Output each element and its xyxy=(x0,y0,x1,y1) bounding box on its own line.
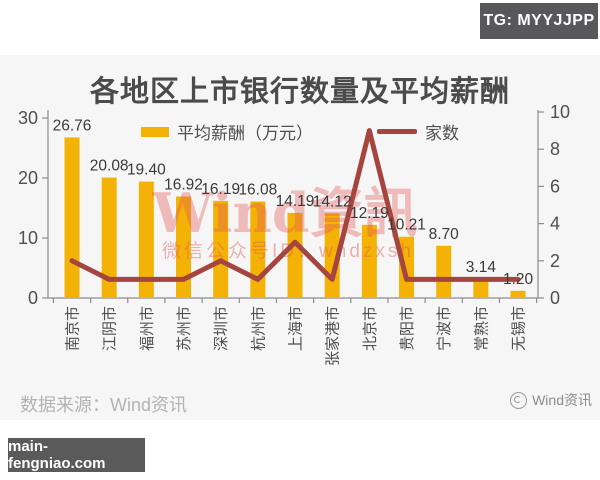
wind-logo-icon xyxy=(510,391,528,409)
chart-legend: 平均薪酬（万元） 家数 xyxy=(0,119,600,144)
tg-contact-badge: TG: MYYJJPP xyxy=(480,3,598,39)
legend-item-count: 家数 xyxy=(377,119,459,144)
legend-item-salary: 平均薪酬（万元） xyxy=(141,119,313,144)
chart-title: 各地区上市银行数量及平均薪酬 xyxy=(89,76,510,108)
line-series-swatch xyxy=(377,129,417,134)
wind-brand: Wind资讯 xyxy=(510,390,592,410)
data-source-note: 数据来源：Wind资讯 xyxy=(20,395,188,415)
bar-series-swatch xyxy=(141,126,169,137)
wind-brand-label: Wind资讯 xyxy=(532,392,592,408)
site-watermark-badge: main-fengniao.com xyxy=(8,438,145,472)
legend-label-count: 家数 xyxy=(425,124,459,143)
legend-label-salary: 平均薪酬（万元） xyxy=(177,124,313,143)
